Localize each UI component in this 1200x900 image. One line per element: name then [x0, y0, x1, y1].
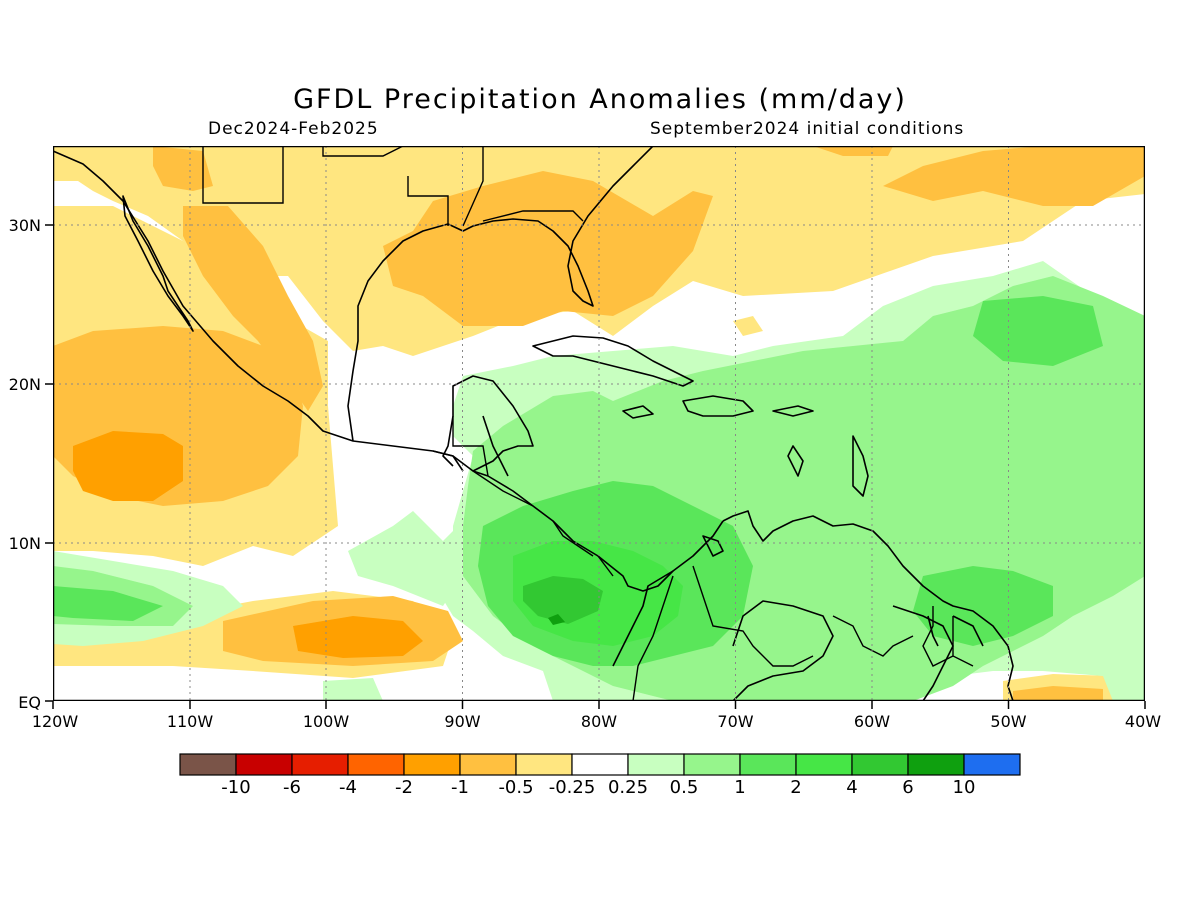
- legend-swatch: [907, 753, 965, 776]
- map-border: [53, 146, 1145, 701]
- legend-swatch: [403, 753, 461, 776]
- legend-swatch: [571, 753, 629, 776]
- lon-label: 50W: [990, 712, 1026, 731]
- legend-swatch: [235, 753, 293, 776]
- legend-swatches: [179, 753, 1021, 776]
- forecast-period: Dec2024-Feb2025: [208, 119, 379, 139]
- political-borders: [202, 146, 974, 701]
- legend-label: 10: [953, 777, 976, 798]
- legend-swatch: [291, 753, 349, 776]
- legend-swatch: [515, 753, 573, 776]
- lon-label: 110W: [167, 712, 214, 731]
- legend-swatch: [459, 753, 517, 776]
- lon-label: 70W: [717, 712, 753, 731]
- lat-label: 20N: [9, 375, 41, 394]
- lat-label: 10N: [9, 534, 41, 553]
- graticule: [53, 146, 1145, 701]
- wet-anomaly-heavy: [523, 576, 603, 624]
- legend-label: 2: [790, 777, 801, 798]
- legend-label: -0.5: [498, 777, 533, 798]
- legend-label: -1: [451, 777, 469, 798]
- legend-labels: -10 -6 -4 -2 -1 -0.5 -0.25 0.25 0.5 1 2 4 6 10: [221, 777, 975, 798]
- lon-label: 100W: [303, 712, 350, 731]
- legend-label: 0.25: [608, 777, 648, 798]
- lon-label: 80W: [581, 712, 617, 731]
- legend-swatch: [627, 753, 685, 776]
- lon-label: 90W: [444, 712, 480, 731]
- lat-label: EQ: [18, 693, 41, 712]
- map-title: GFDL Precipitation Anomalies (mm/day): [293, 84, 907, 115]
- lon-label: 40W: [1125, 712, 1161, 731]
- legend-label: -4: [339, 777, 357, 798]
- legend-label: 6: [902, 777, 913, 798]
- legend-label: -6: [283, 777, 301, 798]
- legend-swatch: [683, 753, 741, 776]
- precipitation-map: [53, 146, 1145, 701]
- legend-swatch: [795, 753, 853, 776]
- legend-swatch: [179, 753, 237, 776]
- legend-label: 0.5: [670, 777, 699, 798]
- legend-swatch: [347, 753, 405, 776]
- legend-label: 1: [734, 777, 745, 798]
- lon-label: 120W: [32, 712, 79, 731]
- legend-label: -0.25: [549, 777, 596, 798]
- lon-label: 60W: [854, 712, 890, 731]
- legend-label: 4: [846, 777, 857, 798]
- legend-swatch: [739, 753, 797, 776]
- legend-label: -10: [221, 777, 250, 798]
- initial-conditions: September2024 initial conditions: [650, 119, 965, 139]
- legend-swatch: [851, 753, 909, 776]
- lat-label: 30N: [9, 216, 41, 235]
- legend-swatch: [963, 753, 1021, 776]
- wet-anomaly-max: [548, 614, 565, 625]
- legend-label: -2: [395, 777, 413, 798]
